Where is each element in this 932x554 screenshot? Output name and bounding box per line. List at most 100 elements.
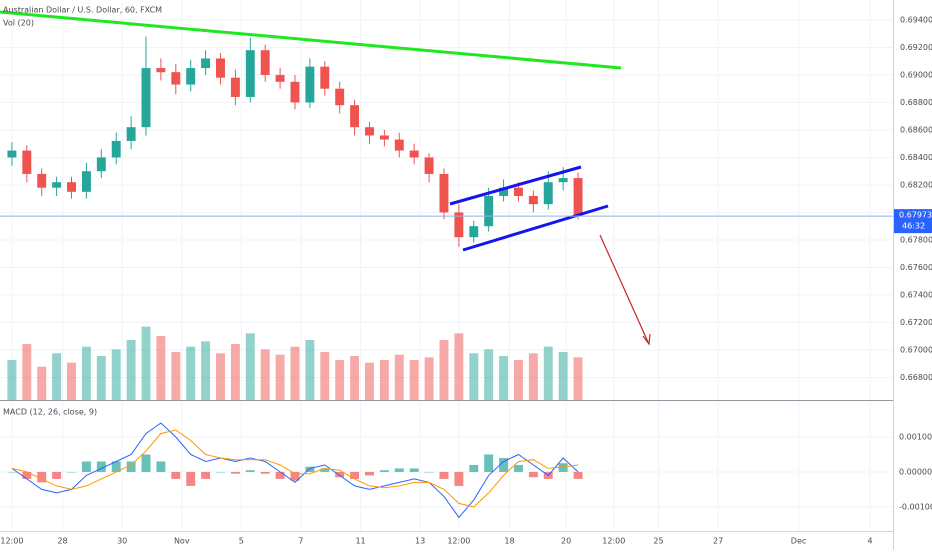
volume-bar bbox=[111, 349, 121, 400]
countdown: 46:32 bbox=[902, 222, 925, 231]
macd-histogram-bar bbox=[67, 471, 76, 473]
candle-body bbox=[499, 187, 509, 196]
candle-body bbox=[409, 150, 419, 158]
volume-bar bbox=[394, 354, 404, 400]
volume-bar bbox=[305, 340, 315, 400]
volume-bar bbox=[52, 353, 62, 400]
y-tick-label: 0.69200 bbox=[900, 43, 932, 52]
y-tick-label: 0.68200 bbox=[900, 180, 932, 189]
macd-histogram-bar bbox=[424, 471, 434, 473]
macd-histogram-bar bbox=[156, 461, 166, 472]
grid bbox=[0, 0, 893, 531]
candle-body bbox=[230, 77, 240, 97]
trend-line bbox=[0, 10, 622, 70]
macd-histogram-bar bbox=[439, 471, 449, 479]
volume-bar bbox=[424, 357, 434, 400]
volume-bar bbox=[379, 360, 389, 400]
macd-histogram-bar bbox=[7, 471, 17, 473]
macd-histogram-bar bbox=[379, 470, 389, 472]
macd-histogram-bar bbox=[230, 471, 240, 474]
y-tick-label: 0.69000 bbox=[900, 70, 932, 79]
candle-body bbox=[52, 182, 62, 188]
volume-bar bbox=[320, 352, 330, 400]
candle-body bbox=[7, 150, 17, 158]
arrow-head bbox=[642, 333, 651, 346]
volume-bar bbox=[365, 362, 374, 400]
macd-line bbox=[11, 429, 579, 508]
macd-histogram-bar bbox=[171, 471, 181, 479]
volume-legend: Vol (20) bbox=[3, 19, 34, 28]
volume-bar bbox=[126, 340, 136, 400]
candle-body bbox=[171, 72, 181, 85]
macd-line bbox=[11, 422, 579, 519]
candle-body bbox=[543, 182, 553, 205]
last-price-label: 0.67973 bbox=[899, 211, 932, 220]
x-tick-label: 4 bbox=[868, 537, 873, 546]
x-tick-label: 28 bbox=[57, 537, 67, 546]
volume-bar bbox=[260, 349, 270, 400]
macd-tick-label: -0.00100 bbox=[899, 502, 932, 511]
volume-bar bbox=[245, 333, 255, 400]
volume-bar bbox=[230, 344, 240, 400]
candle-body bbox=[186, 68, 196, 85]
candle-body bbox=[290, 81, 300, 103]
x-tick-label: 12:00 bbox=[447, 537, 470, 546]
macd-histogram-bar bbox=[454, 471, 464, 486]
candle-body bbox=[484, 195, 494, 227]
volume-bar bbox=[573, 357, 583, 400]
candle-body bbox=[439, 173, 449, 213]
volume-bar bbox=[484, 349, 494, 400]
volume-bar bbox=[469, 353, 479, 400]
candle-body bbox=[260, 50, 270, 75]
candle-body bbox=[424, 157, 434, 174]
volume-bar bbox=[81, 346, 91, 400]
volume-bar bbox=[37, 366, 47, 400]
macd-histogram-bar bbox=[320, 468, 330, 472]
x-tick-label: 25 bbox=[653, 537, 663, 546]
x-tick-label: 18 bbox=[504, 537, 514, 546]
candle-body bbox=[96, 157, 106, 172]
x-tick-label: 13 bbox=[415, 537, 425, 546]
candle-body bbox=[454, 212, 464, 238]
x-tick-label: 20 bbox=[561, 537, 571, 546]
candle-body bbox=[22, 150, 32, 174]
candle-body bbox=[81, 171, 91, 192]
y-tick-label: 0.67200 bbox=[900, 318, 932, 327]
volume-bar bbox=[201, 341, 211, 400]
macd-histogram-bar bbox=[469, 464, 479, 472]
volume-bar bbox=[543, 346, 553, 400]
macd-histogram-bar bbox=[513, 464, 523, 472]
macd-histogram-bar bbox=[365, 471, 374, 476]
volume-bar bbox=[513, 360, 523, 400]
macd-histogram-bar bbox=[573, 471, 583, 479]
volume bbox=[7, 326, 583, 400]
macd-histogram-bar bbox=[394, 468, 404, 472]
candle-body bbox=[573, 178, 583, 217]
macd-histogram-bar bbox=[275, 471, 285, 479]
volume-bar bbox=[335, 360, 345, 400]
symbol-title: Australian Dollar / U.S. Dollar, 60, FXC… bbox=[3, 6, 162, 15]
x-tick-label: 7 bbox=[298, 537, 303, 546]
volume-bar bbox=[454, 333, 464, 400]
candle-body bbox=[201, 58, 211, 69]
y-tick-label: 0.69400 bbox=[900, 15, 932, 24]
candle-body bbox=[156, 68, 166, 73]
macd-histogram-bar bbox=[335, 471, 345, 478]
volume-bar bbox=[7, 360, 17, 400]
volume-bar bbox=[171, 352, 181, 400]
y-tick-label: 0.67400 bbox=[900, 290, 932, 299]
macd-histogram-bar bbox=[111, 461, 121, 472]
candle-body bbox=[350, 105, 360, 128]
macd-histogram-bar bbox=[499, 457, 509, 472]
x-tick-label: Dec bbox=[791, 537, 806, 546]
volume-bar bbox=[67, 362, 76, 400]
macd-histogram-bar bbox=[141, 454, 151, 472]
y-tick-label: 0.68800 bbox=[900, 98, 932, 107]
macd-pane bbox=[7, 422, 583, 519]
candle-body bbox=[216, 58, 225, 78]
candle-body bbox=[558, 178, 568, 183]
macd-histogram-bar bbox=[52, 471, 62, 479]
